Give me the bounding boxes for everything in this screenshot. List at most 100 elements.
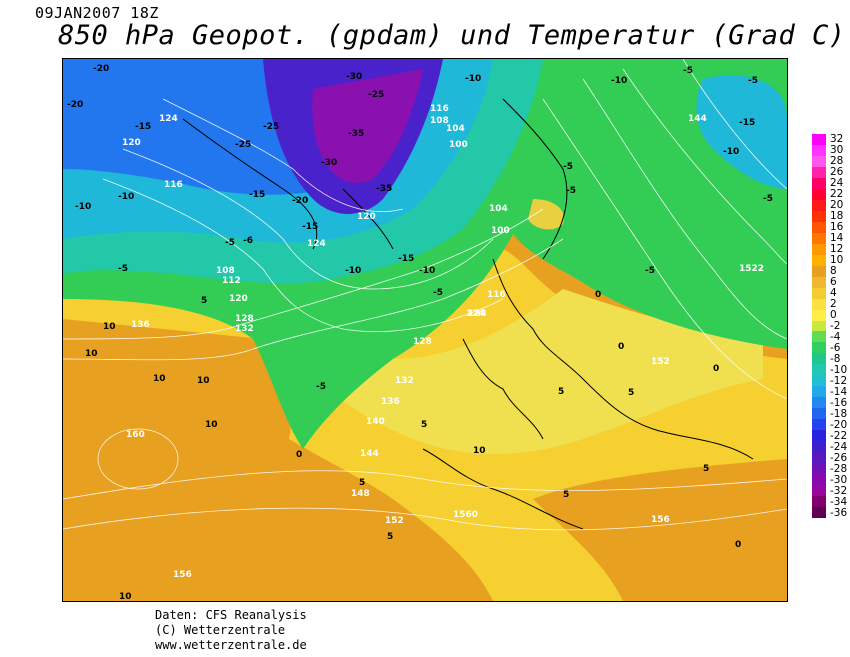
scale-segment — [812, 298, 826, 311]
temperature-label: -35 — [348, 129, 364, 139]
temperature-label: -10 — [723, 147, 739, 157]
temperature-label: -5 — [645, 266, 655, 276]
temperature-label: -15 — [249, 190, 265, 200]
geopotential-label: 120 — [357, 212, 376, 222]
scale-segment — [812, 386, 826, 398]
geopotential-labels: 160 156 156 152 152 148 144 140 136 132 … — [122, 104, 764, 580]
scale-tick-label: -8 — [830, 352, 841, 365]
geopotential-label: 156 — [173, 570, 192, 580]
scale-segment — [812, 485, 826, 497]
scale-segment — [812, 188, 826, 201]
scale-tick-label: -32 — [830, 484, 848, 497]
temperature-label: -20 — [67, 100, 83, 110]
scale-segment — [812, 342, 826, 354]
temperature-label: -5 — [763, 194, 773, 204]
isolines — [63, 59, 787, 531]
geopotential-label: 144 — [360, 449, 379, 459]
scale-segment — [812, 155, 826, 168]
temperature-label: 10 — [85, 349, 98, 359]
scale-tick-label: -28 — [830, 462, 848, 475]
temperature-label: -30 — [346, 72, 362, 82]
scale-tick-label: -14 — [830, 385, 848, 398]
temperature-color-scale — [812, 134, 826, 519]
scale-segment — [812, 364, 826, 376]
temperature-label: -10 — [75, 202, 91, 212]
scale-tick-label: -26 — [830, 451, 848, 464]
temperature-label: -5 — [563, 162, 573, 172]
scale-tick-label: -36 — [830, 506, 848, 519]
temperature-label: 0 — [595, 290, 601, 300]
temperature-label: -6 — [243, 236, 253, 246]
scale-tick-label: 4 — [830, 287, 837, 300]
scale-segment — [812, 331, 826, 343]
geopotential-label: 116 — [164, 180, 183, 190]
scale-segment — [812, 232, 826, 245]
purple-core — [312, 69, 423, 183]
geopotential-label: 104 — [446, 124, 465, 134]
geopotential-label: 108 — [216, 266, 235, 276]
scale-tick-label: -16 — [830, 396, 848, 409]
geopotential-label: 1522 — [739, 264, 764, 274]
temperature-label: 10 — [205, 420, 218, 430]
scale-tick-label: 28 — [830, 155, 844, 168]
map-canvas: 160 156 156 152 152 148 144 140 136 132 … — [63, 59, 787, 601]
temperature-label: 5 — [387, 532, 393, 542]
temperature-label: -35 — [376, 184, 392, 194]
scale-tick-label: -12 — [830, 374, 848, 387]
scale-tick-label: 22 — [830, 188, 844, 201]
geopotential-label: 136 — [381, 397, 400, 407]
geopotential-label: 1560 — [453, 510, 478, 520]
geopotential-label: 120 — [122, 138, 141, 148]
scale-tick-label: 2 — [830, 298, 837, 311]
temperature-label: 10 — [473, 446, 486, 456]
temperature-label: 0 — [735, 540, 741, 550]
scale-tick-label: 8 — [830, 265, 837, 278]
scale-segment — [812, 210, 826, 223]
scale-tick-label: -20 — [830, 418, 848, 431]
scale-segment — [812, 177, 826, 190]
geopotential-label: 100 — [491, 226, 510, 236]
temperature-label: -25 — [235, 140, 251, 150]
temperature-label: -5 — [566, 186, 576, 196]
temperature-label: 10 — [197, 376, 210, 386]
scale-segment — [812, 430, 826, 442]
temperature-label: -5 — [683, 66, 693, 76]
temperature-label: -10 — [465, 74, 481, 84]
scale-tick-label: -10 — [830, 363, 848, 376]
credit-data-source: Daten: CFS Reanalysis — [155, 608, 307, 622]
temperature-label: 0 — [713, 364, 719, 374]
scale-tick-label: -24 — [830, 440, 848, 453]
scale-segment — [812, 276, 826, 289]
geopotential-label: 152 — [385, 516, 404, 526]
temperature-label: 5 — [703, 464, 709, 474]
scale-segment — [812, 243, 826, 256]
scale-segment — [812, 320, 826, 332]
map-credits: Daten: CFS Reanalysis (C) Wetterzentrale… — [155, 608, 307, 653]
scale-tick-label: -4 — [830, 330, 841, 343]
geopotential-label: 112 — [222, 276, 241, 286]
scale-tick-label: 10 — [830, 254, 844, 267]
scale-segment — [812, 419, 826, 431]
scale-segment — [812, 507, 826, 519]
scale-tick-label: 14 — [830, 232, 844, 245]
temperature-label: -25 — [263, 122, 279, 132]
map-title: 850 hPa Geopot. (gpdam) und Temperatur (… — [58, 20, 846, 51]
scale-segment — [812, 474, 826, 486]
geopotential-label: 100 — [449, 140, 468, 150]
geopotential-label: 104 — [489, 204, 508, 214]
temperature-label: -5 — [118, 264, 128, 274]
temperature-label: -10 — [345, 266, 361, 276]
scale-segment — [812, 408, 826, 420]
temperature-label: -25 — [368, 90, 384, 100]
geopotential-label: 116 — [430, 104, 449, 114]
geopotential-label: 148 — [351, 489, 370, 499]
temperature-label: 0 — [618, 342, 624, 352]
temperature-labels: -20 -20 -15 -10 -10 -5 -5 -10 -15 -15 -2… — [67, 64, 773, 601]
scale-tick-label: -6 — [830, 341, 841, 354]
geopotential-label: 124 — [468, 309, 487, 319]
scale-segment — [812, 254, 826, 267]
scale-segment — [812, 199, 826, 212]
temperature-label: -5 — [433, 288, 443, 298]
geopotential-label: 156 — [651, 515, 670, 525]
scale-tick-label: -34 — [830, 495, 848, 508]
